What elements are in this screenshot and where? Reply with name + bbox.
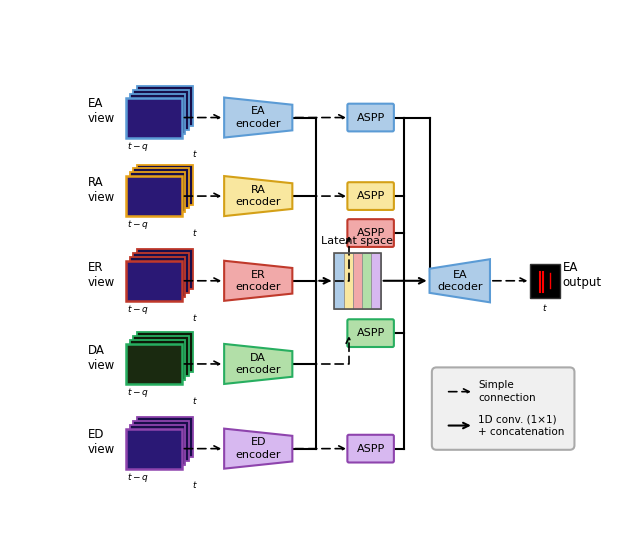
Bar (134, 421, 189, 461)
FancyBboxPatch shape (348, 319, 394, 347)
Text: RA
encoder: RA encoder (236, 185, 281, 207)
Bar (138, 332, 193, 373)
Bar (138, 249, 193, 289)
Polygon shape (224, 261, 292, 301)
Text: ER
encoder: ER encoder (236, 270, 281, 292)
Bar (125, 176, 182, 216)
Text: $t-q$: $t-q$ (127, 140, 149, 153)
FancyBboxPatch shape (348, 103, 394, 131)
Text: DA
encoder: DA encoder (236, 353, 281, 375)
Text: 1D conv. (1×1)
+ concatenation: 1D conv. (1×1) + concatenation (478, 414, 564, 437)
Bar (353, 253, 362, 309)
Text: DA
view: DA view (88, 344, 115, 372)
Text: EA
decoder: EA decoder (437, 270, 483, 292)
Bar (138, 165, 193, 205)
Bar (334, 253, 344, 309)
Text: Simple
connection: Simple connection (478, 380, 536, 403)
Text: ASPP: ASPP (356, 328, 385, 338)
Bar (334, 253, 381, 309)
Text: $t$: $t$ (193, 395, 198, 406)
Text: ED
view: ED view (88, 429, 115, 456)
Text: $t$: $t$ (542, 301, 548, 312)
Bar (129, 257, 186, 297)
Bar (129, 172, 186, 212)
FancyBboxPatch shape (348, 435, 394, 463)
Text: EA
output: EA output (563, 261, 602, 289)
Text: ASPP: ASPP (356, 191, 385, 201)
Bar (371, 253, 381, 309)
Text: RA
view: RA view (88, 176, 115, 204)
Bar (362, 253, 371, 309)
Text: $t-q$: $t-q$ (127, 219, 149, 231)
Bar (134, 90, 189, 130)
Text: ER
view: ER view (88, 261, 115, 289)
Text: $t$: $t$ (193, 311, 198, 322)
Bar (138, 86, 193, 126)
Bar (134, 168, 189, 208)
Text: $t-q$: $t-q$ (127, 471, 149, 484)
Polygon shape (224, 176, 292, 216)
Text: $t$: $t$ (193, 479, 198, 490)
Polygon shape (224, 429, 292, 469)
Bar (138, 417, 193, 457)
Text: ASPP: ASPP (356, 444, 385, 454)
Text: $t$: $t$ (193, 227, 198, 238)
Text: EA
view: EA view (88, 97, 115, 126)
Text: ASPP: ASPP (356, 112, 385, 122)
Bar (531, 264, 560, 297)
Bar (125, 97, 182, 137)
Text: ASPP: ASPP (356, 228, 385, 238)
Text: EA
encoder: EA encoder (236, 106, 281, 129)
Bar (125, 344, 182, 384)
Bar (125, 261, 182, 301)
Bar (129, 93, 186, 133)
Bar (129, 425, 186, 465)
Bar (134, 336, 189, 376)
Polygon shape (429, 259, 490, 302)
FancyBboxPatch shape (348, 182, 394, 210)
Text: Latent space: Latent space (321, 236, 394, 246)
Bar (129, 340, 186, 380)
Text: ED
encoder: ED encoder (236, 438, 281, 460)
Text: $t-q$: $t-q$ (127, 386, 149, 399)
Text: $t$: $t$ (193, 148, 198, 160)
Bar (344, 253, 353, 309)
Bar (125, 429, 182, 469)
FancyBboxPatch shape (348, 219, 394, 247)
Text: $t-q$: $t-q$ (127, 303, 149, 316)
FancyBboxPatch shape (432, 368, 575, 450)
Polygon shape (224, 97, 292, 137)
Bar (134, 253, 189, 293)
Polygon shape (224, 344, 292, 384)
